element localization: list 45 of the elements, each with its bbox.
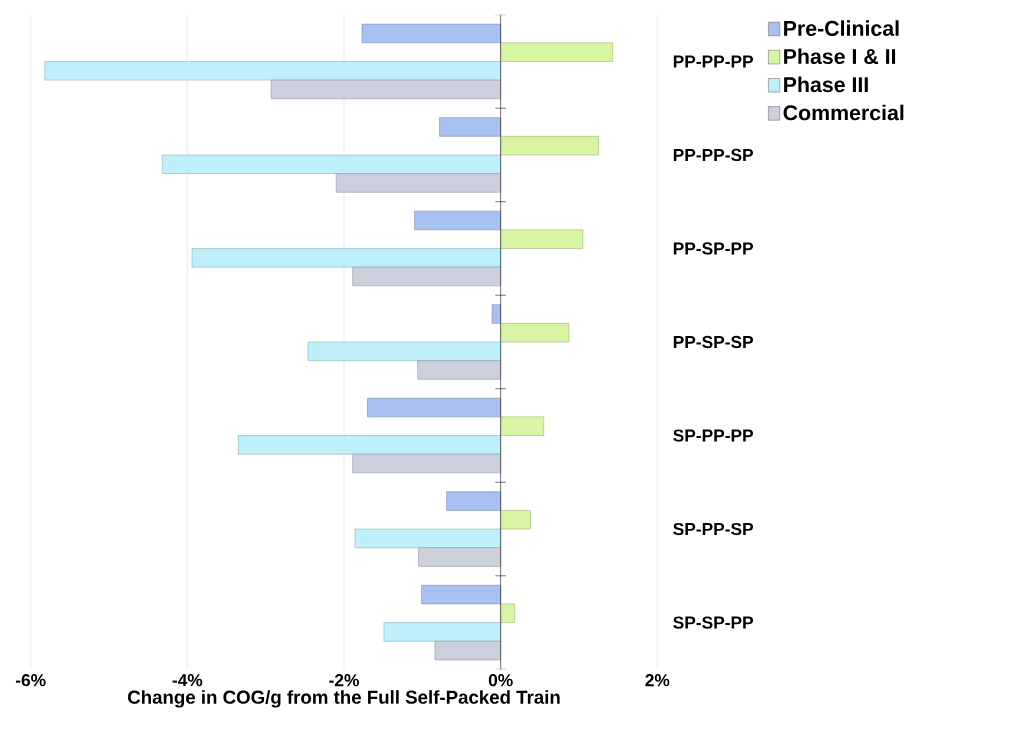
x-tick-label: -2% xyxy=(329,674,359,687)
y-tick-label: PP-SP-SP xyxy=(673,336,754,349)
x-axis-title: Change in COG/g from the Full Self-Packed Train xyxy=(128,690,560,708)
x-tick-label: 0% xyxy=(488,674,513,687)
bar xyxy=(446,491,501,511)
bar xyxy=(500,510,531,530)
bar xyxy=(270,80,501,100)
bar xyxy=(421,585,501,605)
bar xyxy=(417,360,501,380)
y-tick-label: PP-PP-PP xyxy=(673,55,754,68)
bar xyxy=(237,435,501,455)
bar xyxy=(500,42,613,62)
bar xyxy=(414,211,501,231)
bar xyxy=(352,454,501,474)
bar xyxy=(434,641,501,661)
y-tick-label: PP-SP-PP xyxy=(673,242,754,255)
legend-label: Phase I & II xyxy=(784,48,896,65)
bar xyxy=(361,24,501,44)
legend-label: Phase III xyxy=(784,76,868,93)
bar xyxy=(418,547,501,567)
x-tick-label: -6% xyxy=(15,674,46,687)
bar xyxy=(500,229,584,249)
bar xyxy=(307,341,501,362)
bar xyxy=(500,323,570,343)
legend-label: Pre-Clinical xyxy=(784,20,899,37)
y-tick-label: SP-PP-PP xyxy=(673,429,754,442)
bar xyxy=(191,248,501,268)
bar xyxy=(44,61,501,81)
bar xyxy=(383,622,501,642)
y-tick-label: PP-PP-SP xyxy=(673,148,754,162)
legend-label: Commercial xyxy=(783,104,904,121)
bar xyxy=(500,416,545,436)
bar xyxy=(439,117,501,137)
bar xyxy=(352,267,501,287)
y-tick-label: SP-SP-PP xyxy=(673,616,754,629)
bar xyxy=(491,304,501,324)
bar xyxy=(162,154,501,175)
bar xyxy=(367,398,501,418)
bar xyxy=(500,136,599,156)
x-tick-label: -4% xyxy=(172,674,203,687)
x-tick-label: 2% xyxy=(645,674,670,687)
bar xyxy=(500,603,516,624)
y-tick-label: SP-PP-SP xyxy=(673,523,754,536)
bar xyxy=(335,173,501,193)
bar xyxy=(354,528,501,549)
